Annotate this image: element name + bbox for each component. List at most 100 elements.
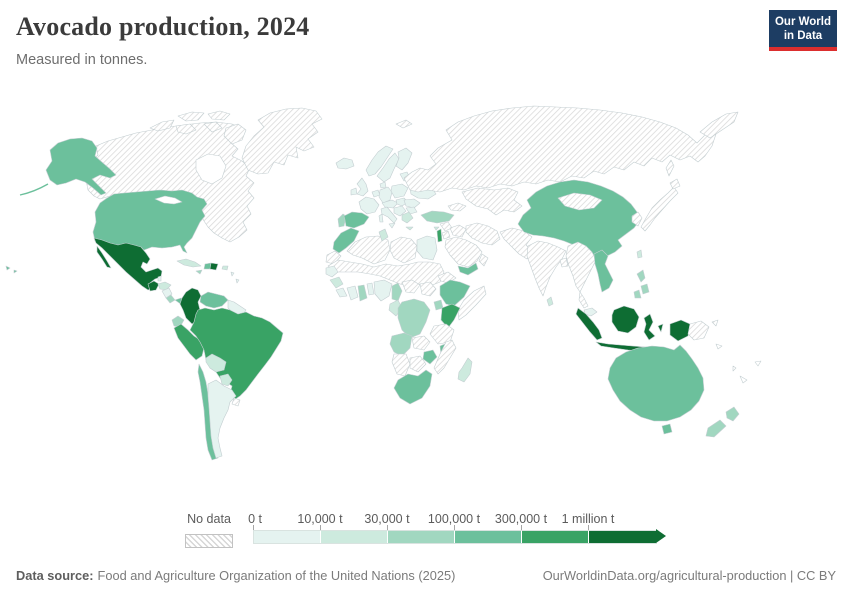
country-new-zealand[interactable]	[725, 406, 740, 422]
country-pacific-islands[interactable]	[739, 375, 748, 384]
country-canada[interactable]	[149, 119, 175, 132]
country-france[interactable]	[358, 196, 380, 215]
country-south-africa[interactable]	[393, 369, 433, 405]
country-togo-benin[interactable]	[366, 282, 375, 296]
country-democratic-republic-of-congo[interactable]	[397, 298, 431, 339]
country-israel[interactable]	[436, 228, 443, 243]
country-namibia[interactable]	[391, 353, 411, 377]
country-argentina[interactable]	[207, 379, 237, 459]
country-poland[interactable]	[390, 183, 409, 199]
country-morocco[interactable]	[332, 227, 360, 254]
country-pacific-islands[interactable]	[715, 343, 723, 350]
country-canada[interactable]	[177, 111, 205, 122]
country-korea[interactable]	[631, 211, 643, 227]
country-dominican-republic[interactable]	[209, 262, 219, 271]
country-mexico[interactable]	[96, 245, 112, 269]
country-romania[interactable]	[403, 198, 421, 209]
country-papua-new-guinea[interactable]	[687, 320, 710, 341]
legend-segment-b6[interactable]	[589, 531, 656, 543]
country-bangladesh[interactable]	[559, 257, 569, 268]
country-canada[interactable]	[175, 123, 197, 135]
country-zimbabwe[interactable]	[422, 349, 438, 365]
country-oman[interactable]	[478, 253, 489, 267]
country-united-kingdom[interactable]	[356, 177, 369, 197]
country-uruguay[interactable]	[231, 397, 241, 407]
owid-logo[interactable]: Our World in Data	[769, 10, 837, 51]
country-greenland[interactable]	[241, 107, 323, 175]
country-ivory-coast[interactable]	[346, 285, 359, 301]
country-germany[interactable]	[378, 186, 393, 204]
country-greece[interactable]	[401, 211, 414, 224]
country-united-states[interactable]	[92, 189, 208, 254]
country-indonesia[interactable]	[657, 323, 664, 333]
country-australia[interactable]	[661, 423, 673, 435]
country-united-states[interactable]	[5, 265, 11, 271]
country-india[interactable]	[526, 240, 567, 297]
country-iraq[interactable]	[449, 224, 467, 238]
legend-segment-b5[interactable]	[522, 531, 589, 543]
country-venezuela[interactable]	[199, 291, 229, 309]
country-new-zealand[interactable]	[705, 419, 727, 438]
country-guinea[interactable]	[329, 276, 344, 289]
country-nigeria[interactable]	[373, 279, 393, 302]
country-central-europe[interactable]	[381, 199, 399, 209]
country-iceland[interactable]	[335, 157, 355, 170]
country-united-states[interactable]	[45, 137, 117, 196]
country-svalbard[interactable]	[395, 119, 413, 129]
country-vietnam[interactable]	[593, 249, 614, 293]
country-central-african-republic[interactable]	[401, 279, 421, 294]
country-pacific-islands[interactable]	[732, 365, 737, 372]
country-ireland[interactable]	[350, 187, 358, 196]
country-united-states[interactable]	[19, 183, 49, 196]
country-cyprus[interactable]	[433, 226, 440, 231]
country-philippines[interactable]	[633, 289, 642, 299]
country-canada[interactable]	[207, 110, 231, 121]
country-italy[interactable]	[388, 222, 396, 229]
country-cuba[interactable]	[176, 258, 202, 268]
country-indonesia[interactable]	[669, 319, 691, 342]
country-yemen[interactable]	[457, 262, 479, 276]
country-australia[interactable]	[607, 344, 705, 422]
country-guatemala[interactable]	[147, 280, 160, 292]
country-saudi-arabia[interactable]	[444, 236, 483, 268]
country-italy[interactable]	[378, 213, 384, 223]
country-turkey[interactable]	[420, 210, 455, 224]
country-jordan[interactable]	[441, 230, 451, 240]
country-cameroon[interactable]	[391, 282, 403, 302]
country-mexico[interactable]	[93, 237, 163, 291]
legend-segment-b3[interactable]	[388, 531, 455, 543]
country-greece[interactable]	[405, 226, 414, 231]
country-indonesia[interactable]	[643, 313, 656, 341]
country-nicaragua[interactable]	[161, 287, 173, 299]
country-syria[interactable]	[439, 221, 453, 232]
legend-segment-b1[interactable]	[254, 531, 321, 543]
country-uganda[interactable]	[433, 299, 444, 311]
country-balkans[interactable]	[393, 205, 407, 217]
country-liberia[interactable]	[335, 287, 348, 298]
country-finland[interactable]	[395, 147, 413, 171]
legend-segment-b4[interactable]	[455, 531, 522, 543]
country-senegal[interactable]	[325, 265, 339, 278]
country-sakhalin[interactable]	[665, 159, 675, 177]
country-somalia[interactable]	[457, 285, 487, 321]
country-jamaica[interactable]	[195, 269, 203, 275]
country-libya[interactable]	[389, 236, 418, 264]
country-honduras[interactable]	[157, 281, 172, 291]
country-sri-lanka[interactable]	[546, 296, 554, 307]
country-belize[interactable]	[157, 275, 162, 282]
country-lesser-antilles[interactable]	[230, 271, 235, 277]
country-peru[interactable]	[173, 323, 205, 361]
country-botswana[interactable]	[409, 355, 427, 373]
country-puerto-rico[interactable]	[221, 265, 229, 271]
country-zambia[interactable]	[411, 335, 431, 351]
country-mainland-se-asia[interactable]	[565, 241, 597, 293]
country-tunisia[interactable]	[378, 228, 389, 242]
country-mainland-se-asia[interactable]	[578, 291, 589, 309]
legend-no-data[interactable]: No data	[185, 512, 233, 548]
country-iran[interactable]	[465, 222, 501, 246]
country-philippines[interactable]	[640, 283, 650, 295]
country-ethiopia[interactable]	[439, 279, 471, 307]
country-egypt[interactable]	[416, 235, 438, 261]
country-indonesia[interactable]	[575, 307, 603, 341]
